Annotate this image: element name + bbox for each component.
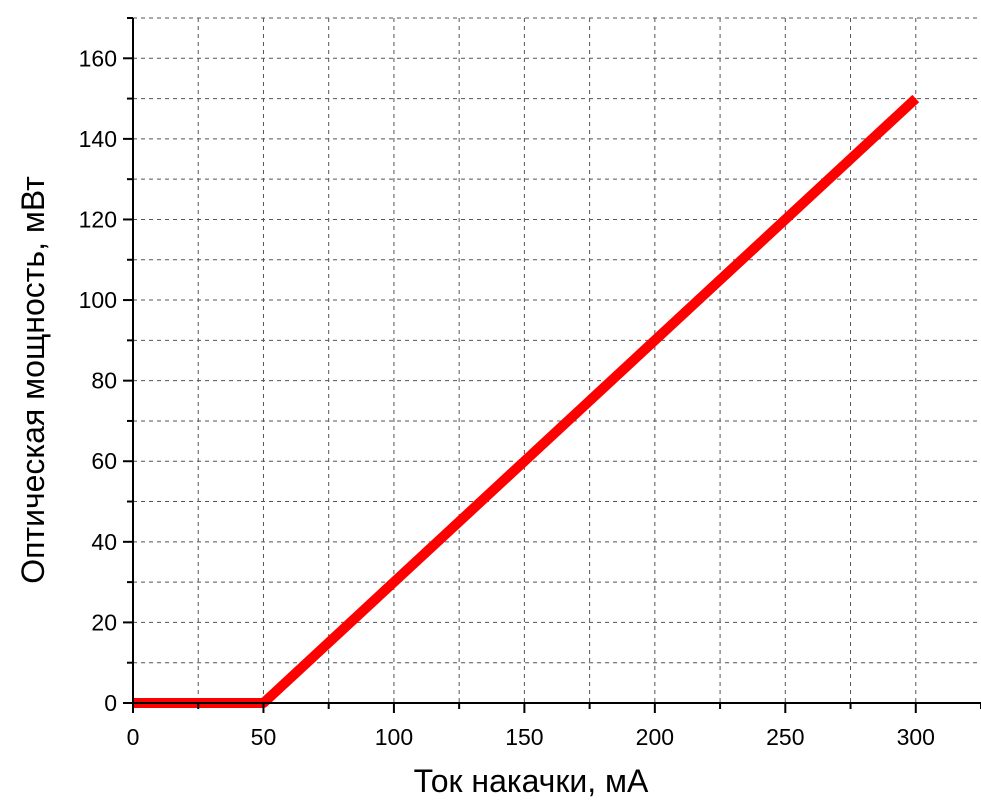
x-tick-label: 200 bbox=[636, 724, 674, 750]
x-tick-label: 150 bbox=[505, 724, 543, 750]
y-tick-label: 40 bbox=[91, 529, 117, 555]
x-tick-label: 50 bbox=[251, 724, 277, 750]
x-tick-label: 300 bbox=[897, 724, 935, 750]
grid-lines bbox=[133, 17, 981, 703]
y-tick-label: 160 bbox=[79, 45, 117, 71]
y-tick-label: 60 bbox=[91, 448, 117, 474]
ticks bbox=[123, 17, 981, 713]
y-tick-label: 100 bbox=[79, 287, 117, 313]
y-tick-label: 0 bbox=[104, 690, 117, 716]
y-tick-label: 120 bbox=[79, 206, 117, 232]
y-tick-label: 20 bbox=[91, 609, 117, 635]
axes bbox=[132, 18, 981, 704]
y-tick-label: 80 bbox=[91, 368, 117, 394]
tick-labels: 0 50 100 150 200 250 300 0 20 40 60 80 100 120 140 160 bbox=[79, 45, 935, 750]
x-axis-title: Ток накачки, мА bbox=[414, 763, 649, 799]
y-axis-title: Оптическая мощность, мВт bbox=[15, 176, 51, 584]
y-tick-label: 140 bbox=[79, 126, 117, 152]
x-tick-label: 100 bbox=[375, 724, 413, 750]
x-tick-label: 0 bbox=[127, 724, 140, 750]
x-tick-label: 250 bbox=[766, 724, 804, 750]
